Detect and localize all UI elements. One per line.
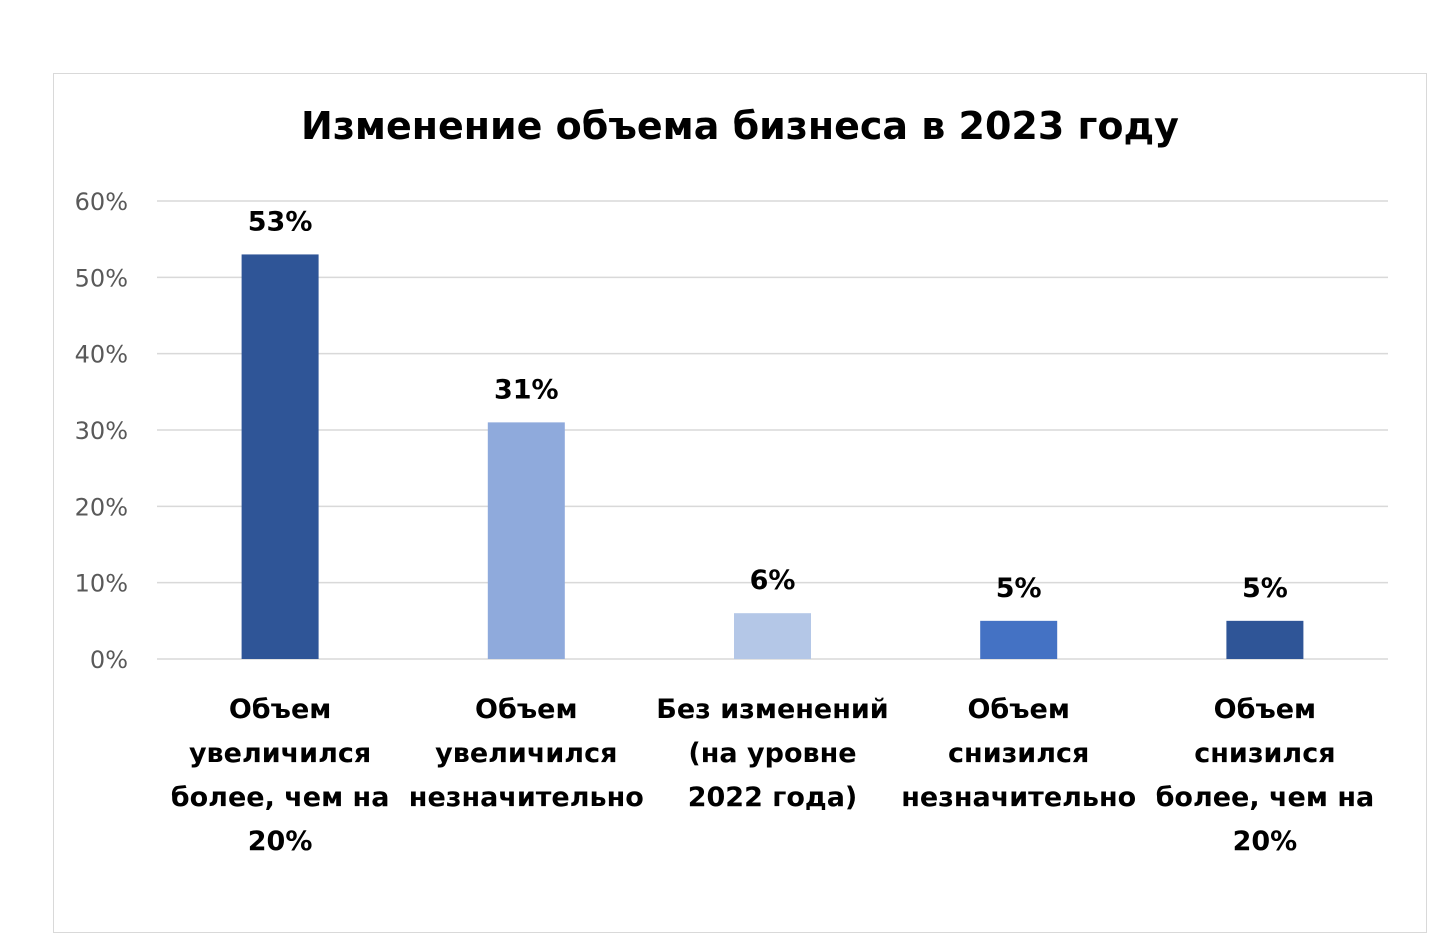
bar xyxy=(241,254,319,659)
data-label: 6% xyxy=(750,565,796,596)
data-label: 53% xyxy=(248,206,313,237)
y-tick-label: 40% xyxy=(75,341,128,369)
x-tick-label: Объем снизился незначительно xyxy=(901,694,1137,813)
bar xyxy=(1226,620,1304,659)
y-tick-label: 0% xyxy=(90,646,128,674)
data-label: 5% xyxy=(996,573,1042,604)
y-tick-label: 50% xyxy=(75,264,128,292)
y-tick-label: 10% xyxy=(75,570,128,598)
x-tick-label: Объем увеличился незначительно xyxy=(408,694,644,813)
bar xyxy=(980,620,1058,659)
y-tick-label: 30% xyxy=(75,417,128,445)
chart-title: Изменение объема бизнеса в 2023 году xyxy=(301,104,1179,148)
x-tick-label: Объем увеличился более, чем на 20% xyxy=(170,694,390,857)
x-tick-label: Без изменений (на уровне 2022 года) xyxy=(656,694,889,813)
x-tick-label: Объем снизился более, чем на 20% xyxy=(1155,694,1375,857)
bar xyxy=(487,422,565,659)
y-tick-label: 20% xyxy=(75,493,128,521)
bar xyxy=(734,613,811,659)
data-label: 5% xyxy=(1242,573,1288,604)
data-label: 31% xyxy=(494,374,559,405)
y-tick-label: 60% xyxy=(75,188,128,216)
